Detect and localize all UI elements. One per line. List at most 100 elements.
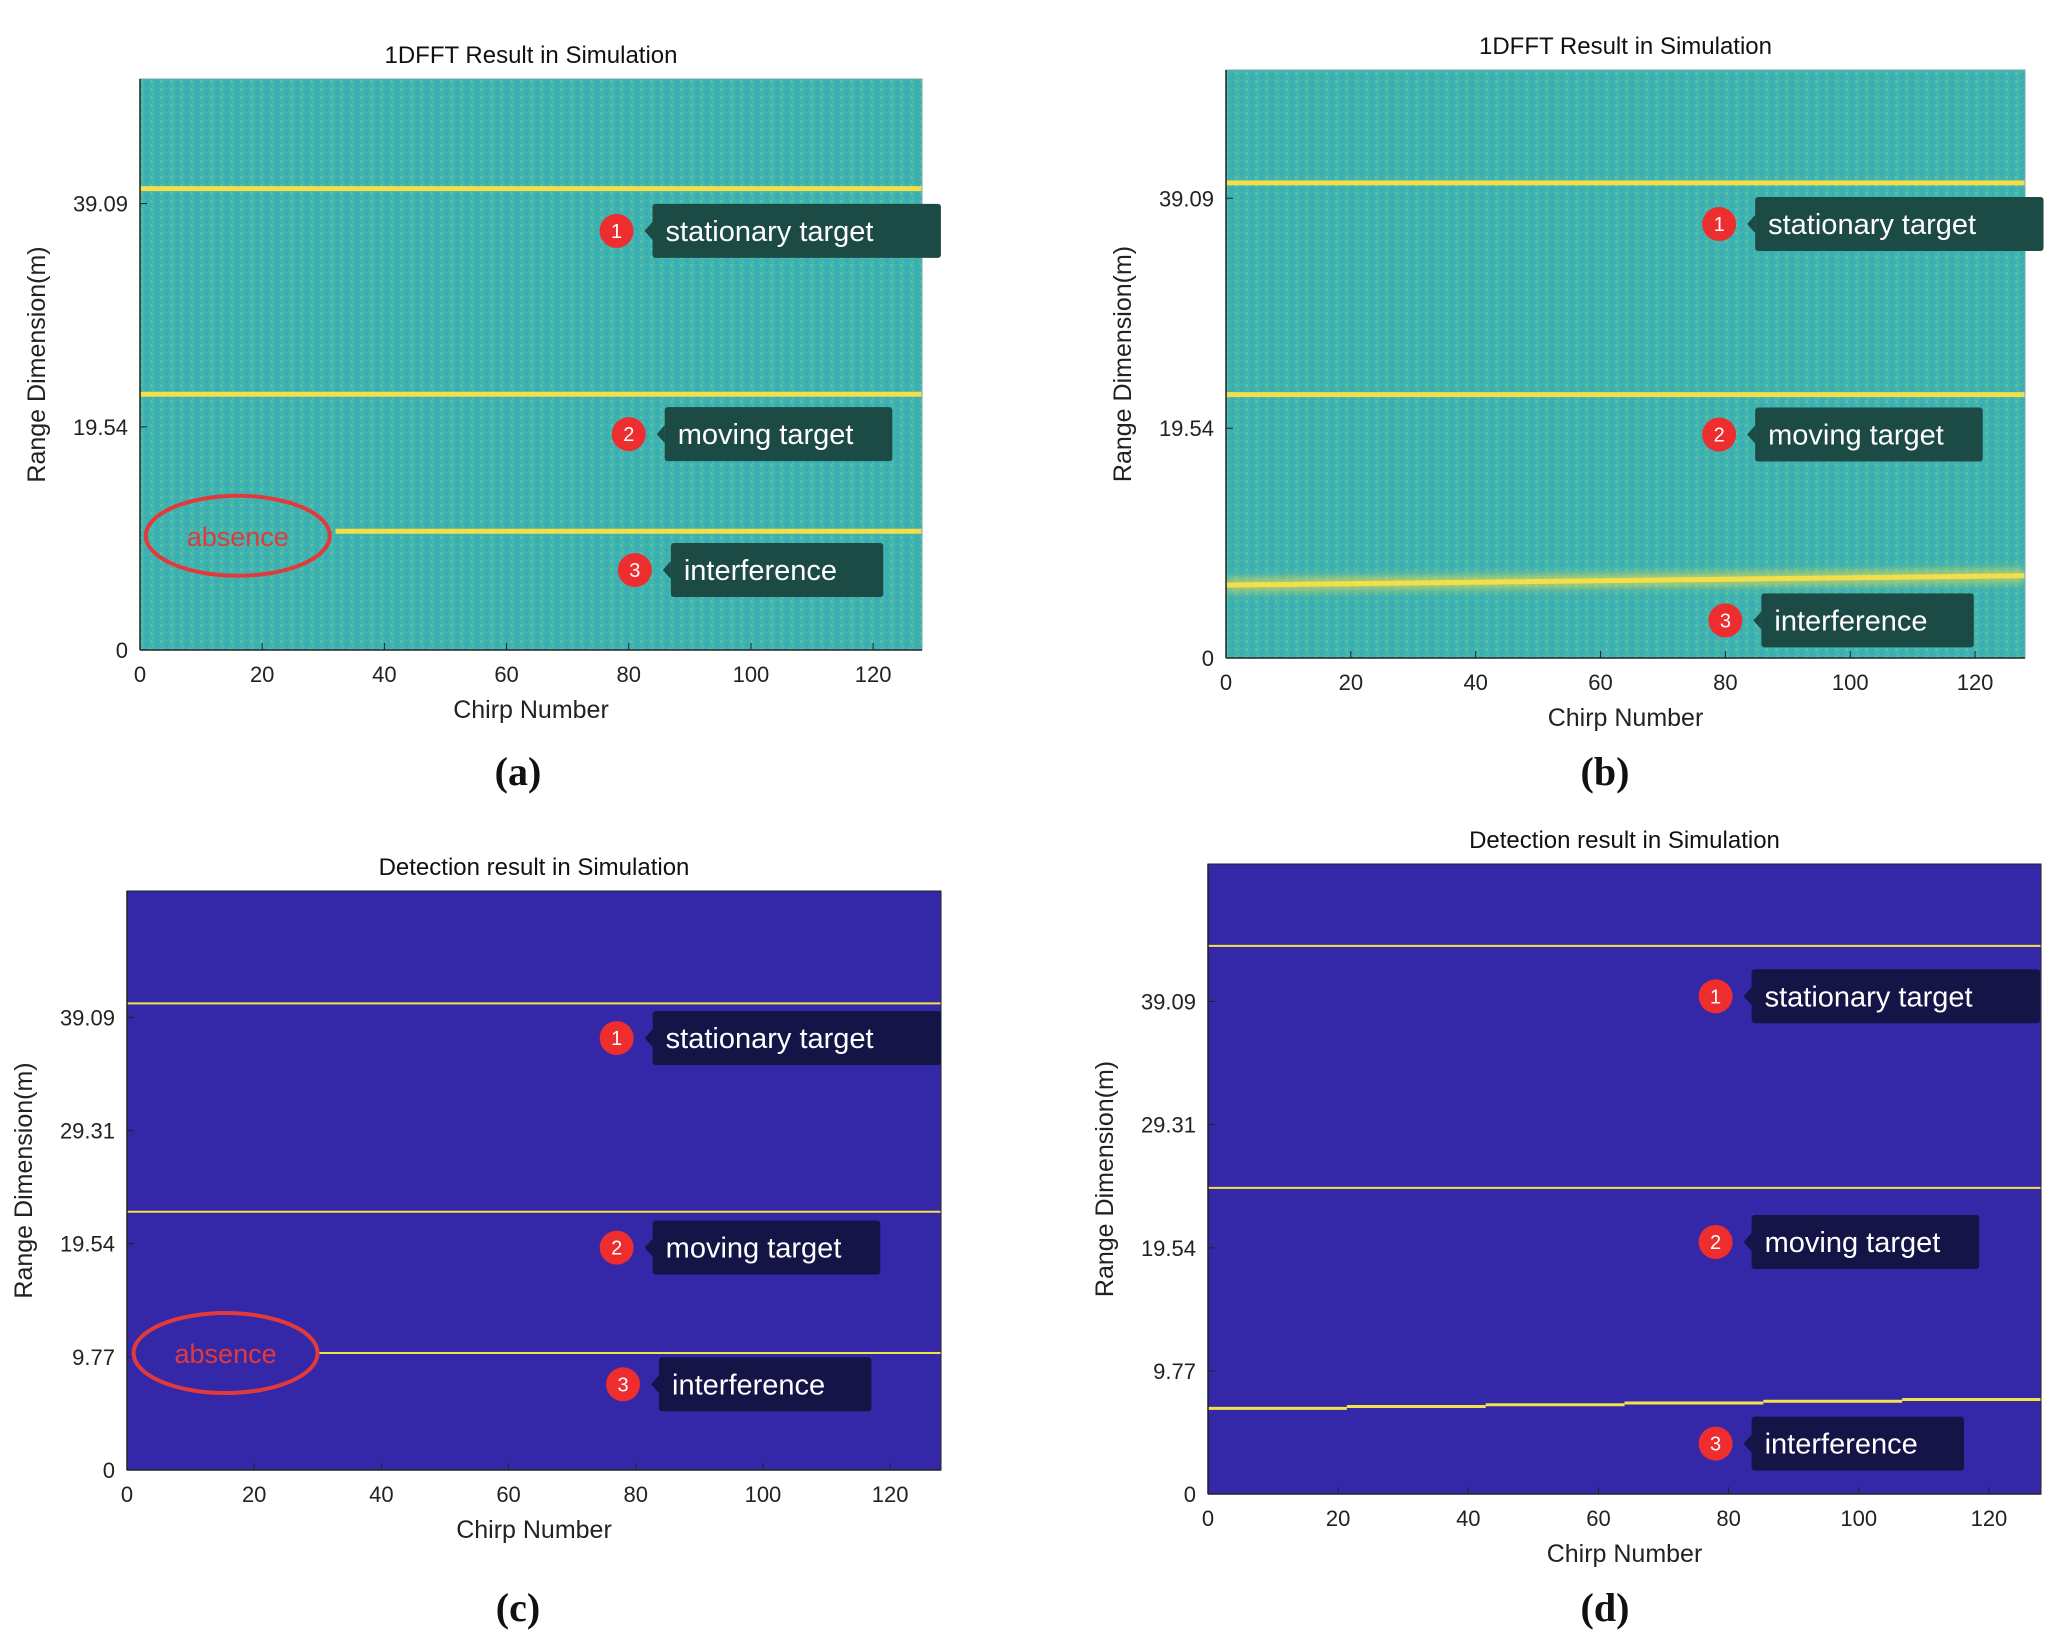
x-tick-label: 40 [372, 662, 396, 687]
callout-badge [617, 553, 652, 588]
data-line-3 [1226, 573, 2025, 588]
callout-pointer [644, 1029, 653, 1048]
x-tick-label: 120 [855, 662, 892, 687]
x-tick-label: 40 [1463, 670, 1487, 695]
data-lines [1226, 175, 2025, 593]
absence-ellipse [131, 1311, 320, 1396]
x-tick-label: 60 [496, 1482, 520, 1507]
callout-label: interference [672, 1369, 825, 1401]
y-tick-label: 9.77 [1153, 1359, 1196, 1384]
callout-box [1751, 1215, 1980, 1269]
x-tick-label: 100 [733, 662, 770, 687]
x-axis-label: Chirp Number [1547, 1540, 1703, 1568]
callout-number: 2 [1714, 425, 1725, 447]
callout-number: 3 [617, 1374, 628, 1396]
callout-1: 1 stationary target [1702, 197, 2044, 252]
x-tick-label: 60 [494, 662, 518, 687]
y-tick-label: 29.31 [1141, 1113, 1196, 1138]
y-tick-label: 29.31 [60, 1119, 115, 1144]
callout-3: 3 interference [1708, 593, 1974, 648]
x-tick-label: 60 [1586, 1506, 1610, 1531]
absence-label: absence [187, 522, 289, 552]
callout-pointer [651, 1375, 660, 1394]
callout-badge [1698, 979, 1733, 1014]
y-tick-label: 0 [1184, 1482, 1196, 1507]
x-tick-label: 100 [1832, 670, 1869, 695]
callout-badge [606, 1367, 641, 1402]
x-tick-label: 60 [1588, 670, 1612, 695]
callout-2: 2 moving target [599, 1220, 881, 1275]
callout-box [670, 543, 884, 598]
callout-pointer [1743, 1233, 1752, 1251]
x-tick-label: 80 [617, 662, 641, 687]
callout-number: 2 [611, 1238, 622, 1260]
callout-box [1755, 407, 1983, 462]
y-axis-label: Range Dimension(m) [23, 246, 51, 482]
data-lines [127, 1002, 941, 1355]
x-tick-label: 120 [872, 1482, 909, 1507]
callout-label: stationary target [666, 216, 874, 248]
callout-number: 1 [1714, 214, 1725, 236]
chart-a: 1DFFT Result in Simulation 0 20 40 60 80 100 12… [23, 42, 941, 724]
callout-box [659, 1357, 872, 1412]
absence-ellipse [143, 493, 332, 578]
callout-badge [611, 417, 646, 452]
data-lines [1208, 944, 2041, 1410]
callout-3: 3 interference [1698, 1416, 1965, 1471]
callout-number: 3 [629, 560, 640, 582]
callout-1: 1 stationary target [599, 1011, 942, 1066]
callout-label: stationary target [1765, 981, 1973, 1013]
x-tick-label: 0 [1220, 670, 1232, 695]
y-tick-label: 39.09 [1141, 989, 1196, 1014]
x-tick-label: 120 [1971, 1506, 2008, 1531]
data-lines [140, 181, 922, 539]
x-tick-label: 40 [369, 1482, 393, 1507]
callout-badge [599, 1230, 634, 1265]
caption-d: (d) [1580, 1585, 1630, 1630]
callout-label: interference [1774, 605, 1927, 637]
callout-number: 1 [1710, 986, 1721, 1008]
y-tick-label: 0 [1202, 646, 1214, 671]
callout-box [652, 203, 941, 258]
callout-pointer [1743, 987, 1752, 1006]
callout-box [652, 1220, 881, 1275]
y-tick-label: 9.77 [72, 1345, 115, 1370]
callout-number: 1 [611, 221, 622, 243]
callout-badge [1702, 207, 1737, 242]
y-tick-label: 0 [116, 638, 128, 663]
callout-pointer [662, 561, 671, 580]
y-tick-label: 39.09 [1159, 186, 1214, 211]
panel-b: 1DFFT Result in Simulation 0 20 40 60 80 100 12… [1025, 0, 2050, 824]
x-tick-label: 20 [250, 662, 274, 687]
callout-number: 2 [1710, 1232, 1721, 1254]
callout-pointer [644, 221, 653, 240]
x-tick-label: 100 [1840, 1506, 1877, 1531]
callout-1: 1 stationary target [1698, 969, 2041, 1024]
y-tick-label: 19.54 [73, 415, 128, 440]
x-tick-label: 120 [1957, 670, 1994, 695]
x-tick-label: 80 [1716, 1506, 1740, 1531]
panel-c: Detection result in Simulation 0 20 40 60 80 1… [0, 824, 1025, 1648]
y-tick-label: 19.54 [1159, 416, 1214, 441]
callout-pointer [1743, 1434, 1752, 1453]
y-axis-label: Range Dimension(m) [1091, 1061, 1119, 1297]
callout-label: interference [1765, 1429, 1918, 1461]
y-tick-label: 19.54 [60, 1232, 115, 1257]
callout-number: 3 [1720, 610, 1731, 632]
callout-label: moving target [1765, 1227, 1941, 1259]
callout-label: moving target [666, 1233, 842, 1265]
callout-box [1751, 969, 2041, 1024]
callout-badge [1698, 1426, 1733, 1461]
callout-label: moving target [678, 419, 854, 451]
y-tick-label: 39.09 [60, 1005, 115, 1030]
chart-title: 1DFFT Result in Simulation [385, 42, 678, 69]
x-axis-label: Chirp Number [1548, 704, 1704, 732]
callout-number: 3 [1710, 1434, 1721, 1456]
callout-badge [599, 213, 634, 248]
callout-box [1755, 197, 2044, 252]
callout-badge [1702, 417, 1737, 452]
chart-title: Detection result in Simulation [379, 854, 690, 881]
callout-label: stationary target [1768, 209, 1976, 241]
